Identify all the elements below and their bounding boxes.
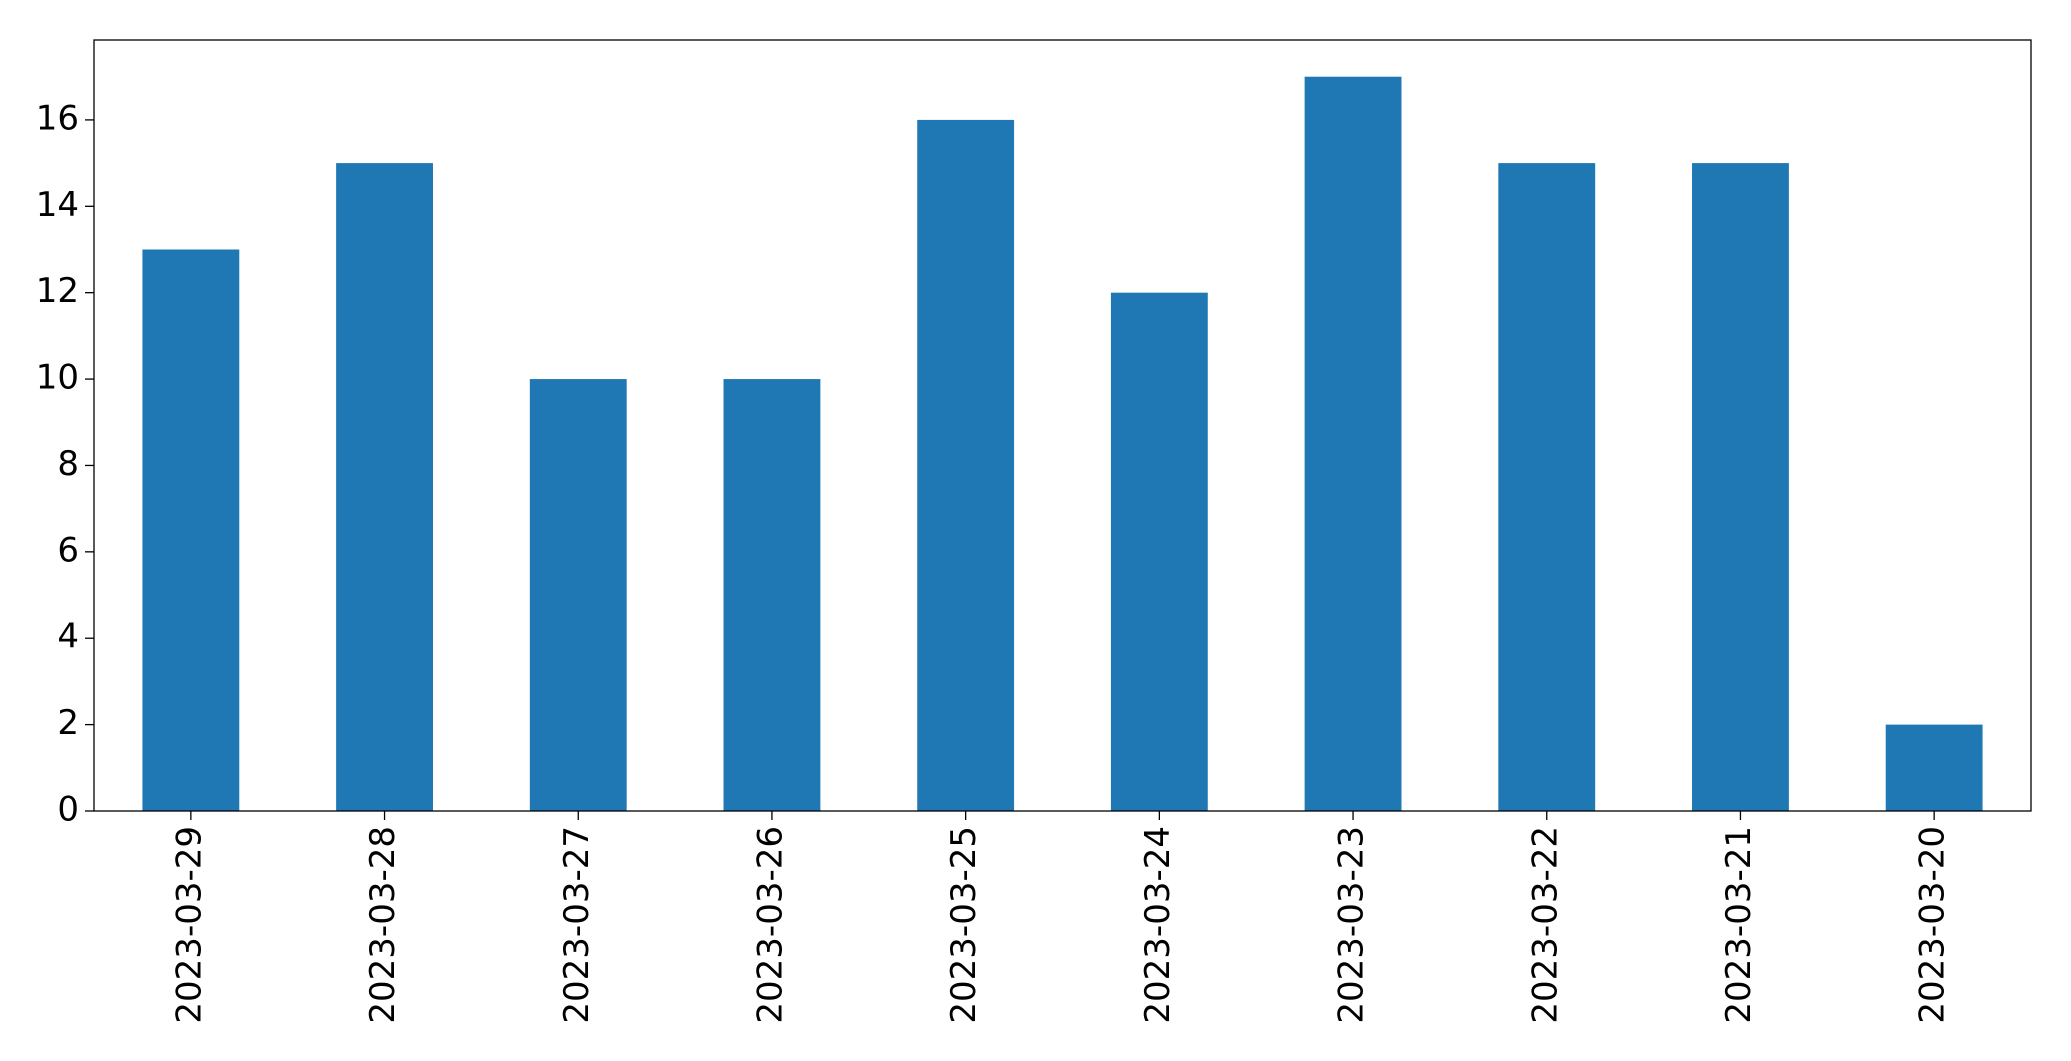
y-tick-label: 8 [57, 444, 79, 484]
bar [1304, 76, 1402, 811]
bar [142, 249, 240, 811]
x-tick-label: 2023-03-25 [944, 826, 984, 1024]
bar [723, 379, 821, 811]
x-tick-label: 2023-03-28 [363, 826, 403, 1024]
y-tick-label: 0 [57, 790, 79, 830]
bar [1692, 163, 1789, 812]
x-tick-label: 2023-03-27 [557, 826, 597, 1024]
bar [336, 163, 433, 812]
y-tick-label: 4 [57, 617, 79, 657]
bar [917, 119, 1015, 811]
bar [1885, 724, 1983, 811]
x-tick-label: 2023-03-21 [1719, 826, 1759, 1024]
y-tick-label: 14 [36, 185, 79, 225]
y-tick-label: 6 [57, 530, 79, 570]
x-tick-label: 2023-03-29 [169, 826, 209, 1024]
y-tick-label: 16 [36, 98, 79, 138]
bar [1498, 163, 1596, 812]
x-tick-label: 2023-03-20 [1913, 826, 1953, 1024]
bar [1110, 292, 1208, 811]
x-tick-label: 2023-03-24 [1138, 826, 1178, 1024]
bar [529, 379, 627, 811]
y-tick-label: 10 [36, 358, 79, 398]
y-tick-label: 2 [57, 703, 79, 743]
x-tick-label: 2023-03-23 [1332, 826, 1372, 1024]
x-tick-label: 2023-03-26 [750, 826, 790, 1024]
axes-frame [93, 39, 2032, 812]
x-tick-label: 2023-03-22 [1525, 826, 1565, 1024]
y-tick-label: 12 [36, 271, 79, 311]
